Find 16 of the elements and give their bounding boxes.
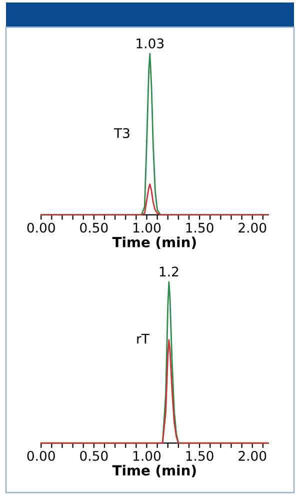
x-axis-title: Time (min) — [112, 236, 196, 250]
x-tick-label: 1.50 — [186, 222, 214, 233]
x-tick-label: 1.00 — [133, 450, 161, 461]
x-tick-label: 0.50 — [80, 450, 108, 461]
annotation: T3 — [114, 128, 130, 138]
x-tick-label: 0.50 — [80, 222, 108, 233]
x-tick-label: 2.00 — [238, 222, 266, 233]
text: 1.03 — [136, 38, 164, 48]
x-axis-title: Time (min) — [112, 464, 196, 478]
x-tick-label: 1.50 — [186, 450, 214, 461]
x-tick-label: 0.00 — [27, 222, 55, 233]
x-tick-label: 0.00 — [27, 450, 55, 461]
text: 1.2 — [160, 266, 178, 276]
annotation: rT — [137, 334, 150, 344]
x-tick-label: 1.00 — [133, 222, 161, 233]
x-tick-label: 2.00 — [238, 450, 266, 461]
